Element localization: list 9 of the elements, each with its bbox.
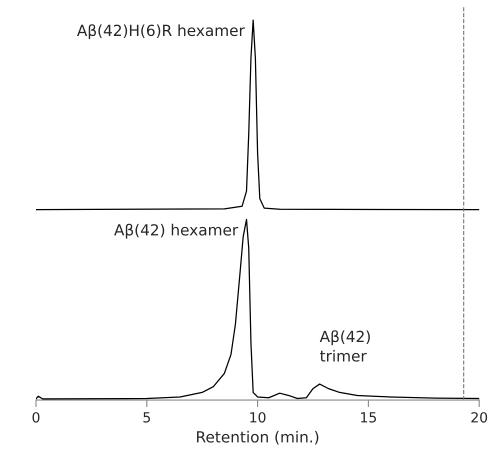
x-tick-label: 10 [250,412,266,423]
x-tick-label: 15 [361,412,376,423]
x-tick-label: 5 [143,412,150,423]
annotation: Aβ(42)H(6)R hexamer [77,24,245,40]
x-tick-label: 20 [471,412,488,423]
x-tick-label: 0 [32,412,40,423]
annotation: Aβ(42) hexamer [114,224,238,239]
annotation: Aβ(42) trimer [320,330,370,362]
x-axis-title: Retention (min.) [197,430,318,444]
